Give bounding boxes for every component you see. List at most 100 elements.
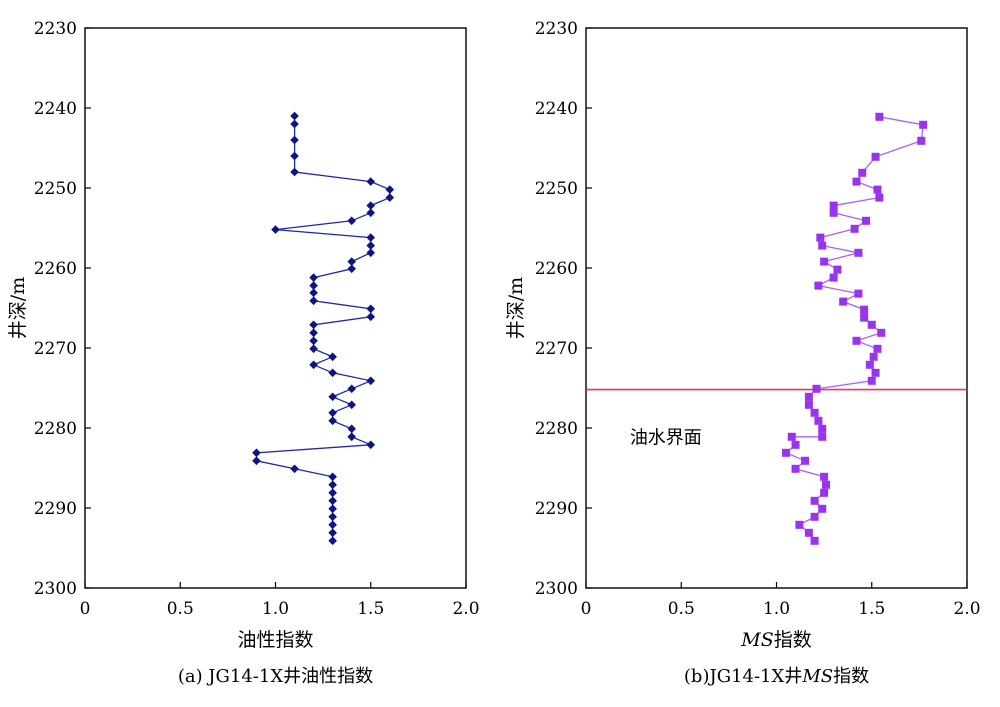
data-point [347,432,356,442]
data-point [328,512,337,522]
y-tick-label: 2230 [34,19,77,39]
data-point [385,185,395,194]
data-point [366,201,376,210]
y-tick-label: 2240 [535,99,578,119]
data-point [804,400,813,409]
data-point [810,512,819,521]
data-point [309,360,318,370]
data-point [366,312,376,322]
y-tick-label: 2290 [34,499,77,519]
data-point [850,224,859,233]
data-point [290,464,299,474]
data-point [787,432,796,441]
data-point [366,376,376,386]
data-point [347,384,356,394]
data-point [862,216,871,225]
data-point [810,496,819,505]
data-point [869,352,878,361]
data-point [804,528,813,537]
x-axis-title: 油性指数 [237,629,313,651]
data-point [252,456,261,466]
y-tick-label: 2260 [535,259,578,279]
data-point [309,336,318,346]
y-tick-label: 2270 [535,339,578,359]
panel-caption: (b)JG14-1X井MS指数 [684,666,869,687]
data-point [290,119,299,129]
data-point [852,177,861,186]
x-tick-label: 1.0 [763,599,790,619]
data-point [919,120,928,129]
data-point [309,328,318,338]
data-point [860,305,869,314]
y-tick-label: 2280 [535,419,578,439]
data-point [858,168,867,177]
y-tick-label: 2270 [34,339,77,359]
y-tick-label: 2250 [34,179,77,199]
data-point [366,177,376,186]
data-point [347,264,356,274]
data-point [328,416,337,426]
x-tick-label: 1.5 [858,599,885,619]
oil-water-contact-label: 油水界面 [630,428,702,449]
data-point [328,352,337,362]
y-tick-label: 2260 [34,259,77,279]
data-point [818,424,827,433]
data-point [791,464,800,473]
data-point [290,151,299,161]
data-point [328,472,337,482]
data-point [366,208,376,218]
data-point [328,368,337,378]
data-point [366,304,376,314]
data-point [795,520,804,529]
panel-caption: (a) JG14-1X井油性指数 [178,666,373,687]
data-point [385,193,395,202]
data-point [791,440,800,449]
data-point [839,297,848,306]
data-point [816,233,825,242]
data-point [328,528,337,538]
data-point [871,368,880,377]
data-point [290,111,299,121]
data-point [873,344,882,353]
data-point [820,488,829,497]
panel-b-ms-index: 0 0.5 1.0 1.5 2.0 2230 2240 2250 2260 2270 2280 229… [505,19,981,687]
data-point [852,336,861,345]
data-point [328,488,337,498]
x-axis-title-rest: 指数 [774,629,812,651]
x-tick-label: 2.0 [953,599,980,619]
data-point [867,320,876,329]
data-point [347,257,356,266]
data-point [818,432,827,441]
y-tick-label: 2230 [535,19,578,39]
data-point [309,288,318,298]
x-axis-title: MS指数 [740,629,812,651]
y-tick-label: 2250 [535,179,578,199]
data-point [347,400,356,410]
data-point [871,152,880,161]
y-tick-label: 2280 [34,419,77,439]
data-point [829,201,838,210]
data-point [877,328,886,337]
panel-a-oil-index: 0 0.5 1.0 1.5 2.0 2230 2240 2250 2260 2270 2280 229… [7,19,480,687]
data-point [820,472,829,481]
data-point [820,257,829,266]
data-point [252,448,261,458]
data-point [810,536,819,545]
data-point [865,360,874,369]
data-point [804,392,813,401]
data-point [917,136,926,145]
data-point [818,504,827,513]
data-point [875,193,884,202]
x-tick-label: 0 [80,599,91,619]
data-point [810,408,819,417]
data-point [309,320,318,330]
x-tick-label: 2.0 [452,599,479,619]
x-tick-label: 1.0 [262,599,289,619]
data-point [328,480,337,490]
x-tick-label: 1.5 [357,599,384,619]
data-point [309,281,318,290]
data-point [309,273,318,282]
x-tick-label: 0 [581,599,592,619]
data-point [366,440,376,450]
